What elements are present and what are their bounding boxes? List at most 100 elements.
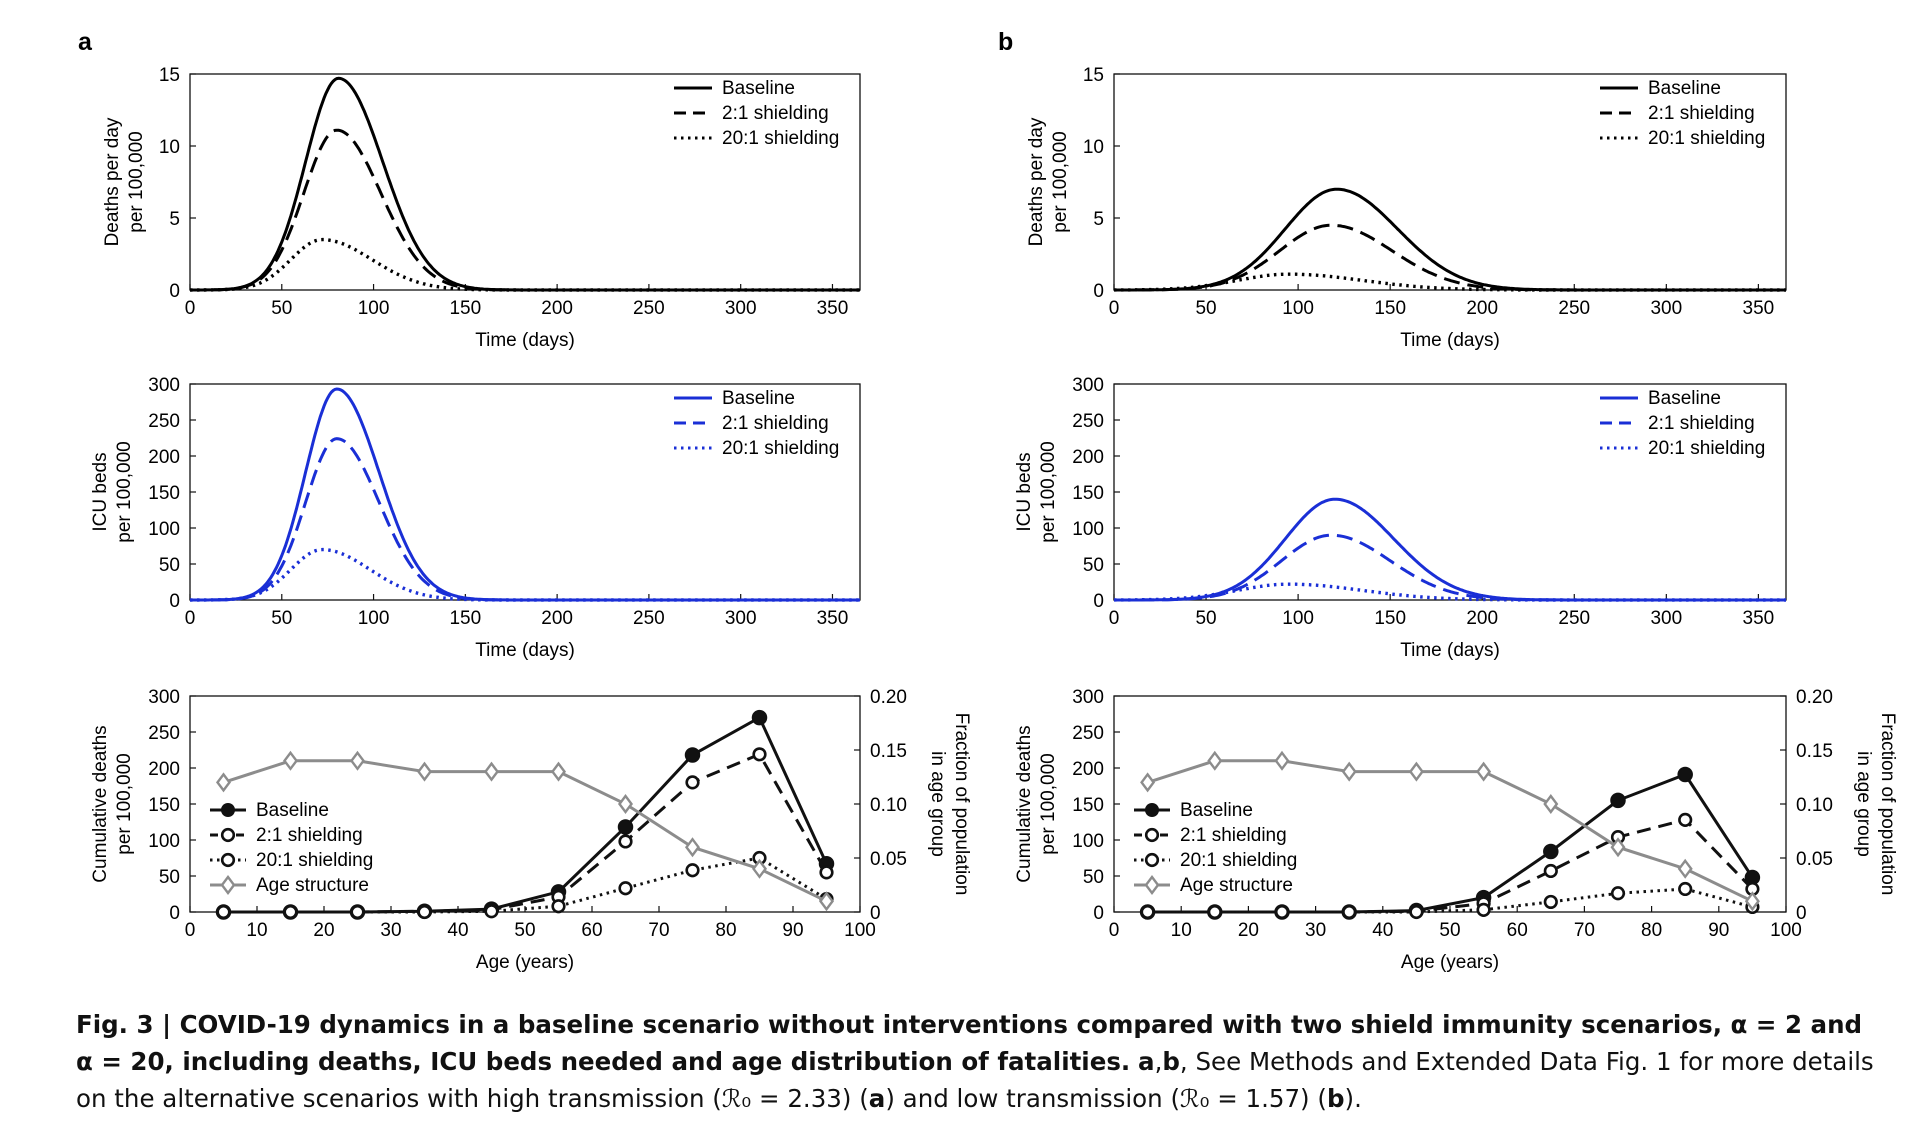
point-open (484, 904, 499, 919)
caption-panel-a-ref-2: a (868, 1084, 886, 1113)
point-diamond (1408, 761, 1424, 782)
y-tick-label: 50 (1083, 555, 1104, 576)
y2-tick-label: 0.05 (870, 849, 907, 870)
point-diamond (1274, 750, 1290, 771)
x-tick-label: 300 (1650, 608, 1682, 629)
point-diamond (752, 858, 767, 879)
x-tick-label: 50 (514, 920, 535, 941)
y2-tick-label: 0 (870, 903, 881, 924)
x-tick-label: 30 (1305, 920, 1326, 941)
x-tick-label: 80 (715, 920, 736, 941)
x-tick-label: 50 (1439, 920, 1460, 941)
series-line-dotted (1114, 272, 1786, 292)
y-tick-label: 100 (148, 831, 180, 852)
point-diamond (1476, 761, 1492, 782)
point-open (618, 881, 633, 896)
legend-entry: 2:1 shielding (722, 413, 829, 434)
legend-entry: Baseline (1648, 78, 1721, 99)
x-tick-label: 0 (1109, 298, 1120, 319)
legend-marker (220, 875, 236, 895)
legend-entry: 20:1 shielding (722, 438, 839, 459)
point-diamond (618, 794, 633, 814)
legend-entry: 20:1 shielding (1648, 438, 1765, 459)
point-open (1140, 904, 1155, 920)
x-tick-label: 20 (313, 920, 334, 941)
x-tick-label: 0 (185, 608, 196, 629)
y-tick-label: 50 (159, 867, 180, 888)
legend-entry: Baseline (722, 388, 795, 409)
legend-entry: 20:1 shielding (1180, 850, 1297, 871)
caption-panel-a-ref: a (1138, 1047, 1155, 1076)
x-tick-label: 70 (648, 920, 669, 941)
series-line-dotted (190, 237, 860, 292)
point-diamond (350, 750, 365, 771)
y-tick-label: 200 (1072, 447, 1104, 468)
point-open (1610, 886, 1626, 901)
y-tick-label: 300 (148, 375, 180, 396)
x-tick-label: 0 (1109, 920, 1120, 941)
point-diamond (1610, 837, 1626, 858)
y-tick-label: 100 (1072, 519, 1104, 540)
y-tick-label: 150 (148, 795, 180, 816)
y2-tick-label: 0.15 (870, 741, 907, 762)
y-tick-label: 250 (1072, 723, 1104, 744)
y-tick-label: 200 (148, 447, 180, 468)
legend-entry: Age structure (256, 875, 369, 896)
y-axis-label: ICU beds per 100,000 (90, 441, 135, 542)
caption-text-2: ) and low transmission (ℛ₀ = 1.57) ( (885, 1084, 1327, 1113)
point-open (685, 775, 700, 790)
x-tick-label: 200 (1466, 608, 1498, 629)
y-axis-label: Deaths per day per 100,000 (102, 117, 147, 246)
series-line-solid (1114, 187, 1786, 292)
x-tick-label: 250 (1558, 608, 1590, 629)
series-line-solid (223, 759, 828, 903)
y-tick-label: 100 (1072, 831, 1104, 852)
legend-entry: 20:1 shielding (722, 128, 839, 149)
legend-marker (221, 803, 235, 817)
y-tick-label: 150 (148, 483, 180, 504)
point-open (1409, 904, 1424, 920)
caption-text-3: ). (1344, 1084, 1362, 1113)
x-tick-label: 60 (1507, 920, 1528, 941)
legend-marker (1144, 875, 1160, 895)
y-tick-label: 150 (1072, 795, 1104, 816)
y2-tick-label: 0.10 (1796, 795, 1833, 816)
legend-marker (1145, 803, 1159, 817)
x-tick-label: 100 (1770, 920, 1802, 941)
point-diamond (1543, 794, 1559, 814)
panel-label-b: b (998, 28, 1013, 56)
point-diamond (1744, 891, 1760, 912)
x-tick-label: 30 (380, 920, 401, 941)
point-diamond (484, 761, 499, 782)
caption-panel-b-ref-2: b (1326, 1084, 1345, 1113)
legend-entry: Baseline (256, 800, 329, 821)
y-axis-label: Cumulative deaths per 100,000 (1014, 725, 1059, 882)
x-tick-label: 100 (358, 608, 390, 629)
x-axis-label: Time (days) (1400, 640, 1500, 661)
series-line-solid (1114, 497, 1786, 602)
point-open (417, 904, 432, 920)
x-tick-label: 0 (1109, 608, 1120, 629)
point-diamond (1677, 858, 1693, 879)
x-tick-label: 10 (246, 920, 267, 941)
point-open (1543, 894, 1558, 910)
caption-title: COVID-19 dynamics in a baseline scenario… (76, 1010, 1863, 1076)
x-tick-label: 50 (1195, 298, 1216, 319)
figure-caption: Fig. 3 | COVID-19 dynamics in a baseline… (76, 1006, 1876, 1117)
x-tick-label: 250 (1558, 298, 1590, 319)
y2-tick-label: 0.05 (1796, 849, 1833, 870)
point-open (618, 834, 633, 849)
legend-entry: 2:1 shielding (1648, 413, 1755, 434)
point-filled (1543, 843, 1559, 860)
y-tick-label: 15 (159, 65, 180, 86)
x-tick-label: 80 (1641, 920, 1662, 941)
y-tick-label: 300 (1072, 375, 1104, 396)
y-tick-label: 50 (1083, 867, 1104, 888)
legend-marker (220, 852, 236, 868)
point-filled (1610, 792, 1626, 809)
x-tick-label: 0 (185, 920, 196, 941)
series-line-dashed (1147, 818, 1754, 914)
x-tick-label: 200 (1466, 298, 1498, 319)
x-tick-label: 350 (1743, 608, 1775, 629)
